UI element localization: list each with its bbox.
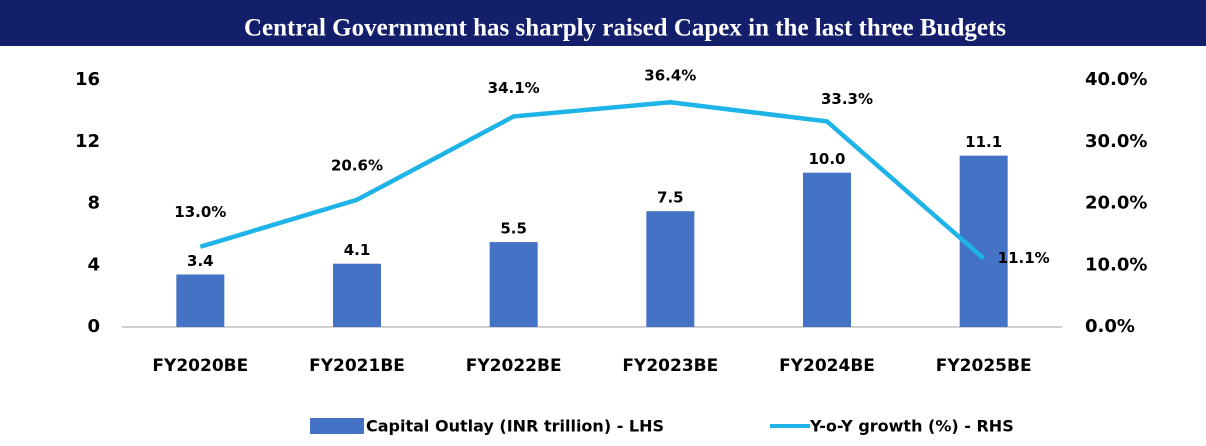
y-tick-label: 8 [87,193,100,214]
y2-tick-label: 30.0% [1085,131,1147,152]
x-tick-label: FY2022BE [466,356,562,376]
bar-value-label: 5.5 [500,220,527,238]
bar-value-label: 10.0 [808,150,845,168]
line-value-label: 36.4% [644,67,696,85]
line-value-label: 13.0% [174,203,226,221]
line-value-label: 20.6% [331,156,383,174]
y2-tick-label: 10.0% [1085,254,1147,275]
bar-value-label: 7.5 [657,189,684,207]
line [199,99,986,261]
y-tick-label: 16 [75,69,100,90]
x-tick-label: FY2021BE [309,356,405,376]
bar [803,172,851,327]
x-tick-label: FY2020BE [152,356,248,376]
legend-swatch [310,418,364,434]
bar [176,274,225,327]
x-tick-label: FY2023BE [622,356,718,376]
legend-label: Capital Outlay (INR trillion) - LHS [366,417,664,436]
line-value-label: 34.1% [488,79,540,97]
legend-label: Y-o-Y growth (%) - RHS [809,417,1014,436]
y2-tick-label: 0.0% [1085,316,1135,337]
bar-value-label: 3.4 [187,252,214,270]
bar [333,263,381,327]
bar [959,155,1008,327]
bar-value-label: 4.1 [344,241,371,259]
y-tick-label: 0 [87,316,100,337]
chart-title: Central Government has sharply raised Ca… [244,15,1006,42]
x-tick-label: FY2024BE [779,356,875,376]
title-banner [0,0,1206,46]
bar-value-label: 11.1 [965,133,1002,151]
y-tick-label: 4 [87,254,100,275]
bar [646,211,695,327]
line-value-label: 11.1% [998,249,1050,267]
y-tick-label: 12 [75,131,100,152]
bar [489,242,538,327]
x-tick-label: FY2025BE [936,356,1032,376]
line-value-label: 33.3% [821,90,873,108]
y2-tick-label: 40.0% [1085,69,1147,90]
y2-tick-label: 20.0% [1085,193,1147,214]
